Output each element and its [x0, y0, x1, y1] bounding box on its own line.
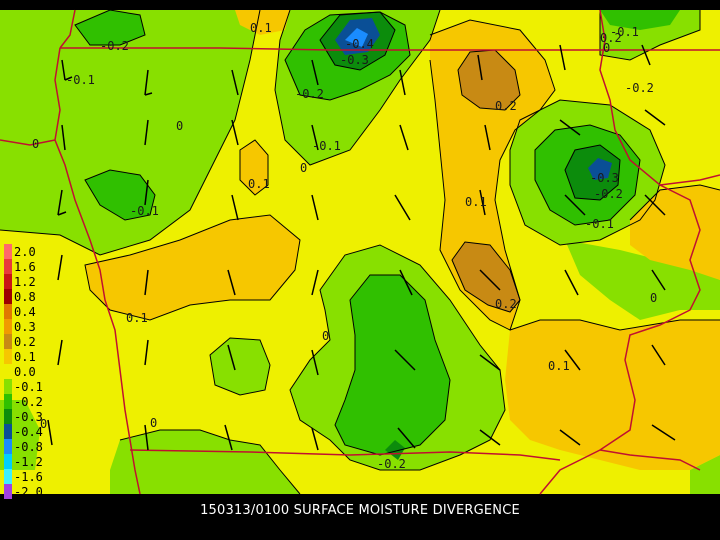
region-01-small [240, 140, 268, 195]
contour-label: -0.2 [377, 457, 406, 471]
legend-label: -0.2 [14, 395, 43, 409]
legend-swatch [4, 364, 12, 379]
legend-swatch [4, 259, 12, 274]
map-caption: 150313/0100 SURFACE MOISTURE DIVERGENCE [200, 503, 520, 518]
region-neg01-sw [110, 430, 300, 494]
legend-label: 0.3 [14, 320, 36, 334]
contour-label: 0.1 [465, 195, 487, 209]
contour-label: -0.1 [585, 217, 614, 231]
legend-swatch [4, 454, 12, 469]
legend-label: 0.4 [14, 305, 36, 319]
contour-label: 0 [603, 41, 610, 55]
legend-label: 1.6 [14, 260, 36, 274]
legend-swatch [4, 394, 12, 409]
contour-label: 0 [300, 161, 307, 175]
contour-label: 0.2 [495, 99, 517, 113]
legend-swatch [4, 349, 12, 364]
legend-label: 2.0 [14, 245, 36, 259]
contour-label: -0.2 [625, 81, 654, 95]
contour-label: 0.1 [548, 359, 570, 373]
contour-label: -0.1 [312, 139, 341, 153]
legend-label: 0.2 [14, 335, 36, 349]
legend-label: 1.2 [14, 275, 36, 289]
region-neg01-west [0, 10, 260, 255]
contour-label: -0.4 [345, 37, 374, 51]
contour-label: 0 [150, 416, 157, 430]
legend-swatch [4, 304, 12, 319]
contour-label: -0.3 [590, 171, 619, 185]
region-neg02-nw [75, 10, 145, 45]
contour-label: 0.2 [495, 297, 517, 311]
legend-label: -0.8 [14, 440, 43, 454]
region-01-center [85, 215, 300, 320]
contour-label: 0 [322, 329, 329, 343]
legend-swatch [4, 244, 12, 259]
contour-label: -0.1 [610, 25, 639, 39]
contour-label: 0 [650, 291, 657, 305]
contour-label: -0.1 [130, 204, 159, 218]
region-neg01-se [690, 455, 720, 494]
contour-label: -0.2 [594, 187, 623, 201]
contour-label: 0.1 [248, 177, 270, 191]
color-legend: 2.01.61.20.80.40.30.20.10.0-0.1-0.2-0.3-… [4, 244, 43, 499]
contour-label: 0 [176, 119, 183, 133]
region-neg01-small [210, 338, 270, 395]
region-neg02-west [85, 170, 155, 220]
contour-label: -0.2 [100, 39, 129, 53]
contour-label: 0 [32, 137, 39, 151]
contour-label: 0.2 [600, 31, 622, 45]
contour-label: -0.1 [66, 73, 95, 87]
region-neg02-center [335, 275, 450, 455]
legend-label: -1.6 [14, 470, 43, 484]
legend-label: -0.1 [14, 380, 43, 394]
legend-label: -0.4 [14, 425, 43, 439]
region-01-se [505, 320, 720, 470]
contour-label: 0.1 [126, 311, 148, 325]
legend-swatch [4, 439, 12, 454]
legend-swatch [4, 334, 12, 349]
region-neg08-north [345, 28, 368, 47]
legend-label: -0.3 [14, 410, 43, 424]
legend-swatch [4, 409, 12, 424]
region-02-north [458, 50, 520, 110]
legend-swatch [4, 289, 12, 304]
contour-label: -0.2 [295, 87, 324, 101]
legend-swatch [4, 424, 12, 439]
region-neg01-east-mid [565, 240, 720, 320]
region-neg03-small [385, 440, 405, 460]
legend-swatch [4, 484, 12, 499]
map-field [0, 9, 720, 495]
region-neg04-east [588, 158, 612, 180]
contour-label: 0 [40, 417, 47, 431]
legend-swatch [4, 274, 12, 289]
legend-swatch [4, 379, 12, 394]
legend-label: 0.1 [14, 350, 36, 364]
region-01-north [235, 10, 290, 35]
legend-swatch [4, 469, 12, 484]
legend-label: 0.0 [14, 365, 36, 379]
region-neg02-ne [600, 10, 680, 30]
legend-label: 0.8 [14, 290, 36, 304]
contour-label: -0.3 [340, 53, 369, 67]
contour-labels: 0.1 -0.2 -0.1 -0.4 -0.3 -0.2 0.2 -0.1 0 … [32, 21, 657, 471]
legend-label: -2.0 [14, 485, 43, 499]
legend-swatch [4, 319, 12, 334]
contour-label: 0.1 [250, 21, 272, 35]
legend-label: -1.2 [14, 455, 43, 469]
region-01-east [630, 185, 720, 280]
